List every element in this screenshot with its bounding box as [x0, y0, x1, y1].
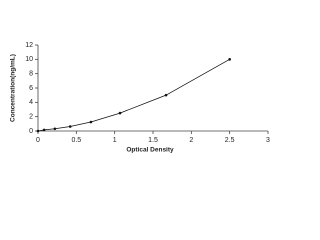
point: [228, 58, 231, 61]
x-tick-label: 1: [113, 137, 117, 144]
y-tick-label: 8: [29, 71, 33, 78]
y-tick-label: 2: [29, 114, 33, 121]
point: [89, 120, 93, 124]
y-tick-label: 4: [29, 99, 33, 106]
y-tick-label: 6: [29, 85, 33, 92]
curve: [37, 58, 230, 132]
y-axis-label: Concentration(ng/mL): [10, 54, 17, 122]
y-tick-label: 12: [25, 42, 33, 49]
chart: Optical Density Concentration(ng/mL) 0 2 4…: [10, 42, 270, 154]
point: [118, 111, 122, 115]
x-tick-label: 3: [266, 137, 270, 144]
x-tick-label: 0.5: [71, 137, 81, 144]
y-tick-label: 10: [25, 56, 33, 63]
y-tick-label: 0: [29, 128, 33, 135]
x-tick-label: 2: [189, 137, 193, 144]
point: [53, 127, 57, 131]
x-tick-label: 2.5: [225, 137, 235, 144]
point: [164, 93, 168, 97]
x-axis-label: Optical Density: [126, 147, 174, 154]
point: [68, 125, 72, 128]
x-tick-label: 1.5: [148, 137, 158, 144]
point: [36, 129, 40, 133]
point: [42, 128, 46, 132]
x-tick-label: 0: [36, 137, 40, 144]
